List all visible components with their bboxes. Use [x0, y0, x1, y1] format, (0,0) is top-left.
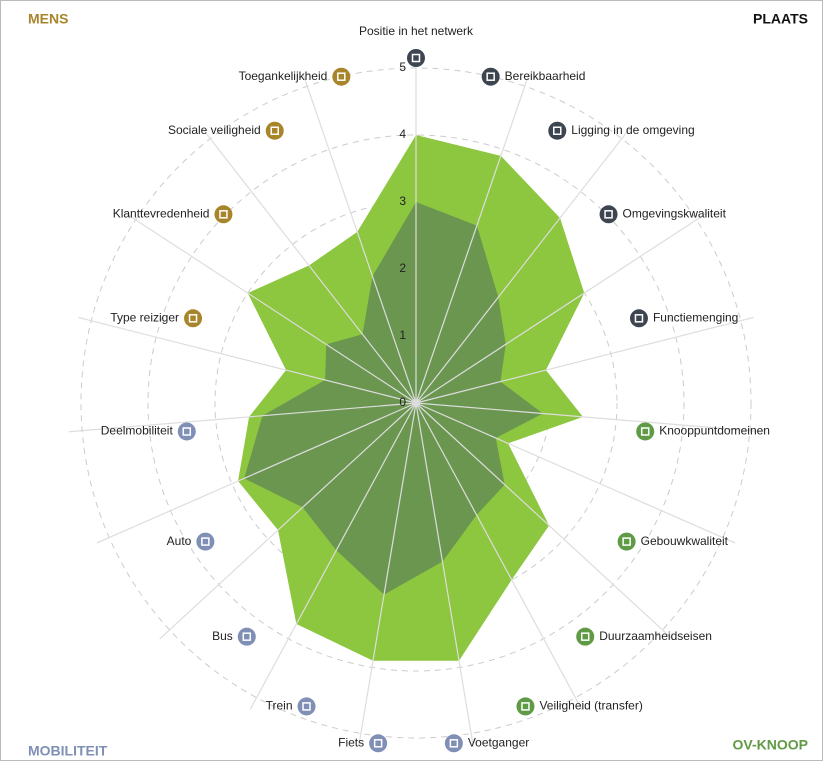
category-icon	[636, 422, 655, 441]
icon-glyph	[640, 427, 650, 436]
category-icon	[548, 121, 567, 140]
category-icon	[576, 627, 595, 646]
spoke	[78, 316, 417, 404]
icon-glyph	[521, 702, 530, 711]
category-icon	[599, 205, 618, 224]
category-label: Bus	[212, 629, 233, 643]
r-tick-label: 4	[399, 127, 406, 141]
category-label: Type reiziger	[110, 310, 179, 324]
category-label: Voetganger	[468, 735, 529, 749]
grid-ring	[147, 134, 685, 672]
category-label: Functiemenging	[653, 310, 738, 324]
category-icon	[265, 121, 284, 140]
icon-glyph	[201, 537, 210, 546]
category-label: Sociale veiligheid	[168, 123, 261, 137]
category-label: Fiets	[338, 735, 364, 749]
category-label: Knooppuntdomeinen	[659, 424, 770, 438]
category-icon	[444, 734, 463, 753]
icon-glyph	[622, 537, 631, 546]
icon-glyph	[634, 314, 644, 323]
spoke	[415, 402, 764, 433]
category-icon	[297, 697, 316, 716]
spoke	[415, 127, 631, 404]
icon-glyph	[302, 702, 311, 711]
r-tick-label: 5	[399, 60, 406, 74]
category-label: Auto	[167, 534, 192, 548]
corner-label: PLAATS	[753, 11, 808, 27]
icon-glyph	[604, 210, 613, 219]
category-label: Positie in het netwerk	[359, 24, 474, 38]
spoke	[124, 211, 417, 404]
category-label: Trein	[266, 699, 293, 713]
icon-glyph	[449, 739, 459, 748]
spoke	[415, 402, 736, 544]
spoke	[68, 402, 417, 433]
icon-glyph	[270, 126, 279, 135]
spoke	[415, 73, 530, 404]
category-label: Bereikbaarheid	[505, 69, 586, 83]
corner-label: OV-KNOOP	[733, 737, 808, 753]
spoke	[415, 402, 474, 747]
r-tick-label: 0	[399, 395, 406, 409]
category-icon	[184, 309, 203, 328]
category-icon	[237, 627, 256, 646]
spoke	[415, 316, 754, 404]
category-icon	[369, 734, 388, 753]
spoke	[201, 127, 417, 404]
icon-glyph	[219, 210, 228, 219]
category-icon	[214, 205, 233, 224]
corner-label: MENS	[28, 11, 68, 27]
icon-glyph	[580, 632, 590, 641]
category-label: Klanttevredenheid	[113, 206, 210, 220]
radar-area	[244, 202, 543, 595]
category-icon	[481, 67, 500, 86]
category-label: Ligging in de omgeving	[571, 123, 694, 137]
category-label: Duurzaamheidseisen	[599, 629, 712, 643]
category-icon	[617, 532, 636, 551]
corner-label: MOBILITEIT	[28, 743, 108, 759]
category-icon	[407, 49, 425, 67]
category-icon	[177, 422, 196, 441]
icon-glyph	[411, 53, 421, 63]
category-label: Gebouwkwaliteit	[641, 534, 729, 548]
category-icon	[332, 67, 351, 86]
spoke	[358, 402, 417, 747]
icon-glyph	[182, 427, 192, 436]
spoke	[96, 402, 417, 544]
r-tick-label: 1	[399, 328, 406, 342]
category-icon	[629, 309, 648, 328]
icon-glyph	[553, 126, 562, 135]
spoke	[415, 211, 708, 404]
r-tick-label: 2	[399, 261, 406, 275]
spoke	[159, 402, 417, 640]
spoke	[302, 73, 417, 404]
category-label: Toegankelijkheid	[239, 69, 328, 83]
icon-glyph	[337, 72, 346, 81]
icon-glyph	[188, 314, 198, 323]
spoke	[415, 402, 583, 710]
icon-glyph	[373, 739, 383, 748]
r-tick-label: 3	[399, 194, 406, 208]
spoke	[415, 402, 673, 640]
category-label: Deelmobiliteit	[101, 424, 174, 438]
icon-glyph	[242, 632, 252, 641]
category-label: Veiligheid (transfer)	[539, 699, 642, 713]
icon-glyph	[486, 72, 495, 81]
spoke	[249, 402, 417, 710]
category-icon	[516, 697, 535, 716]
category-label: Omgevingskwaliteit	[623, 206, 727, 220]
category-icon	[196, 532, 215, 551]
